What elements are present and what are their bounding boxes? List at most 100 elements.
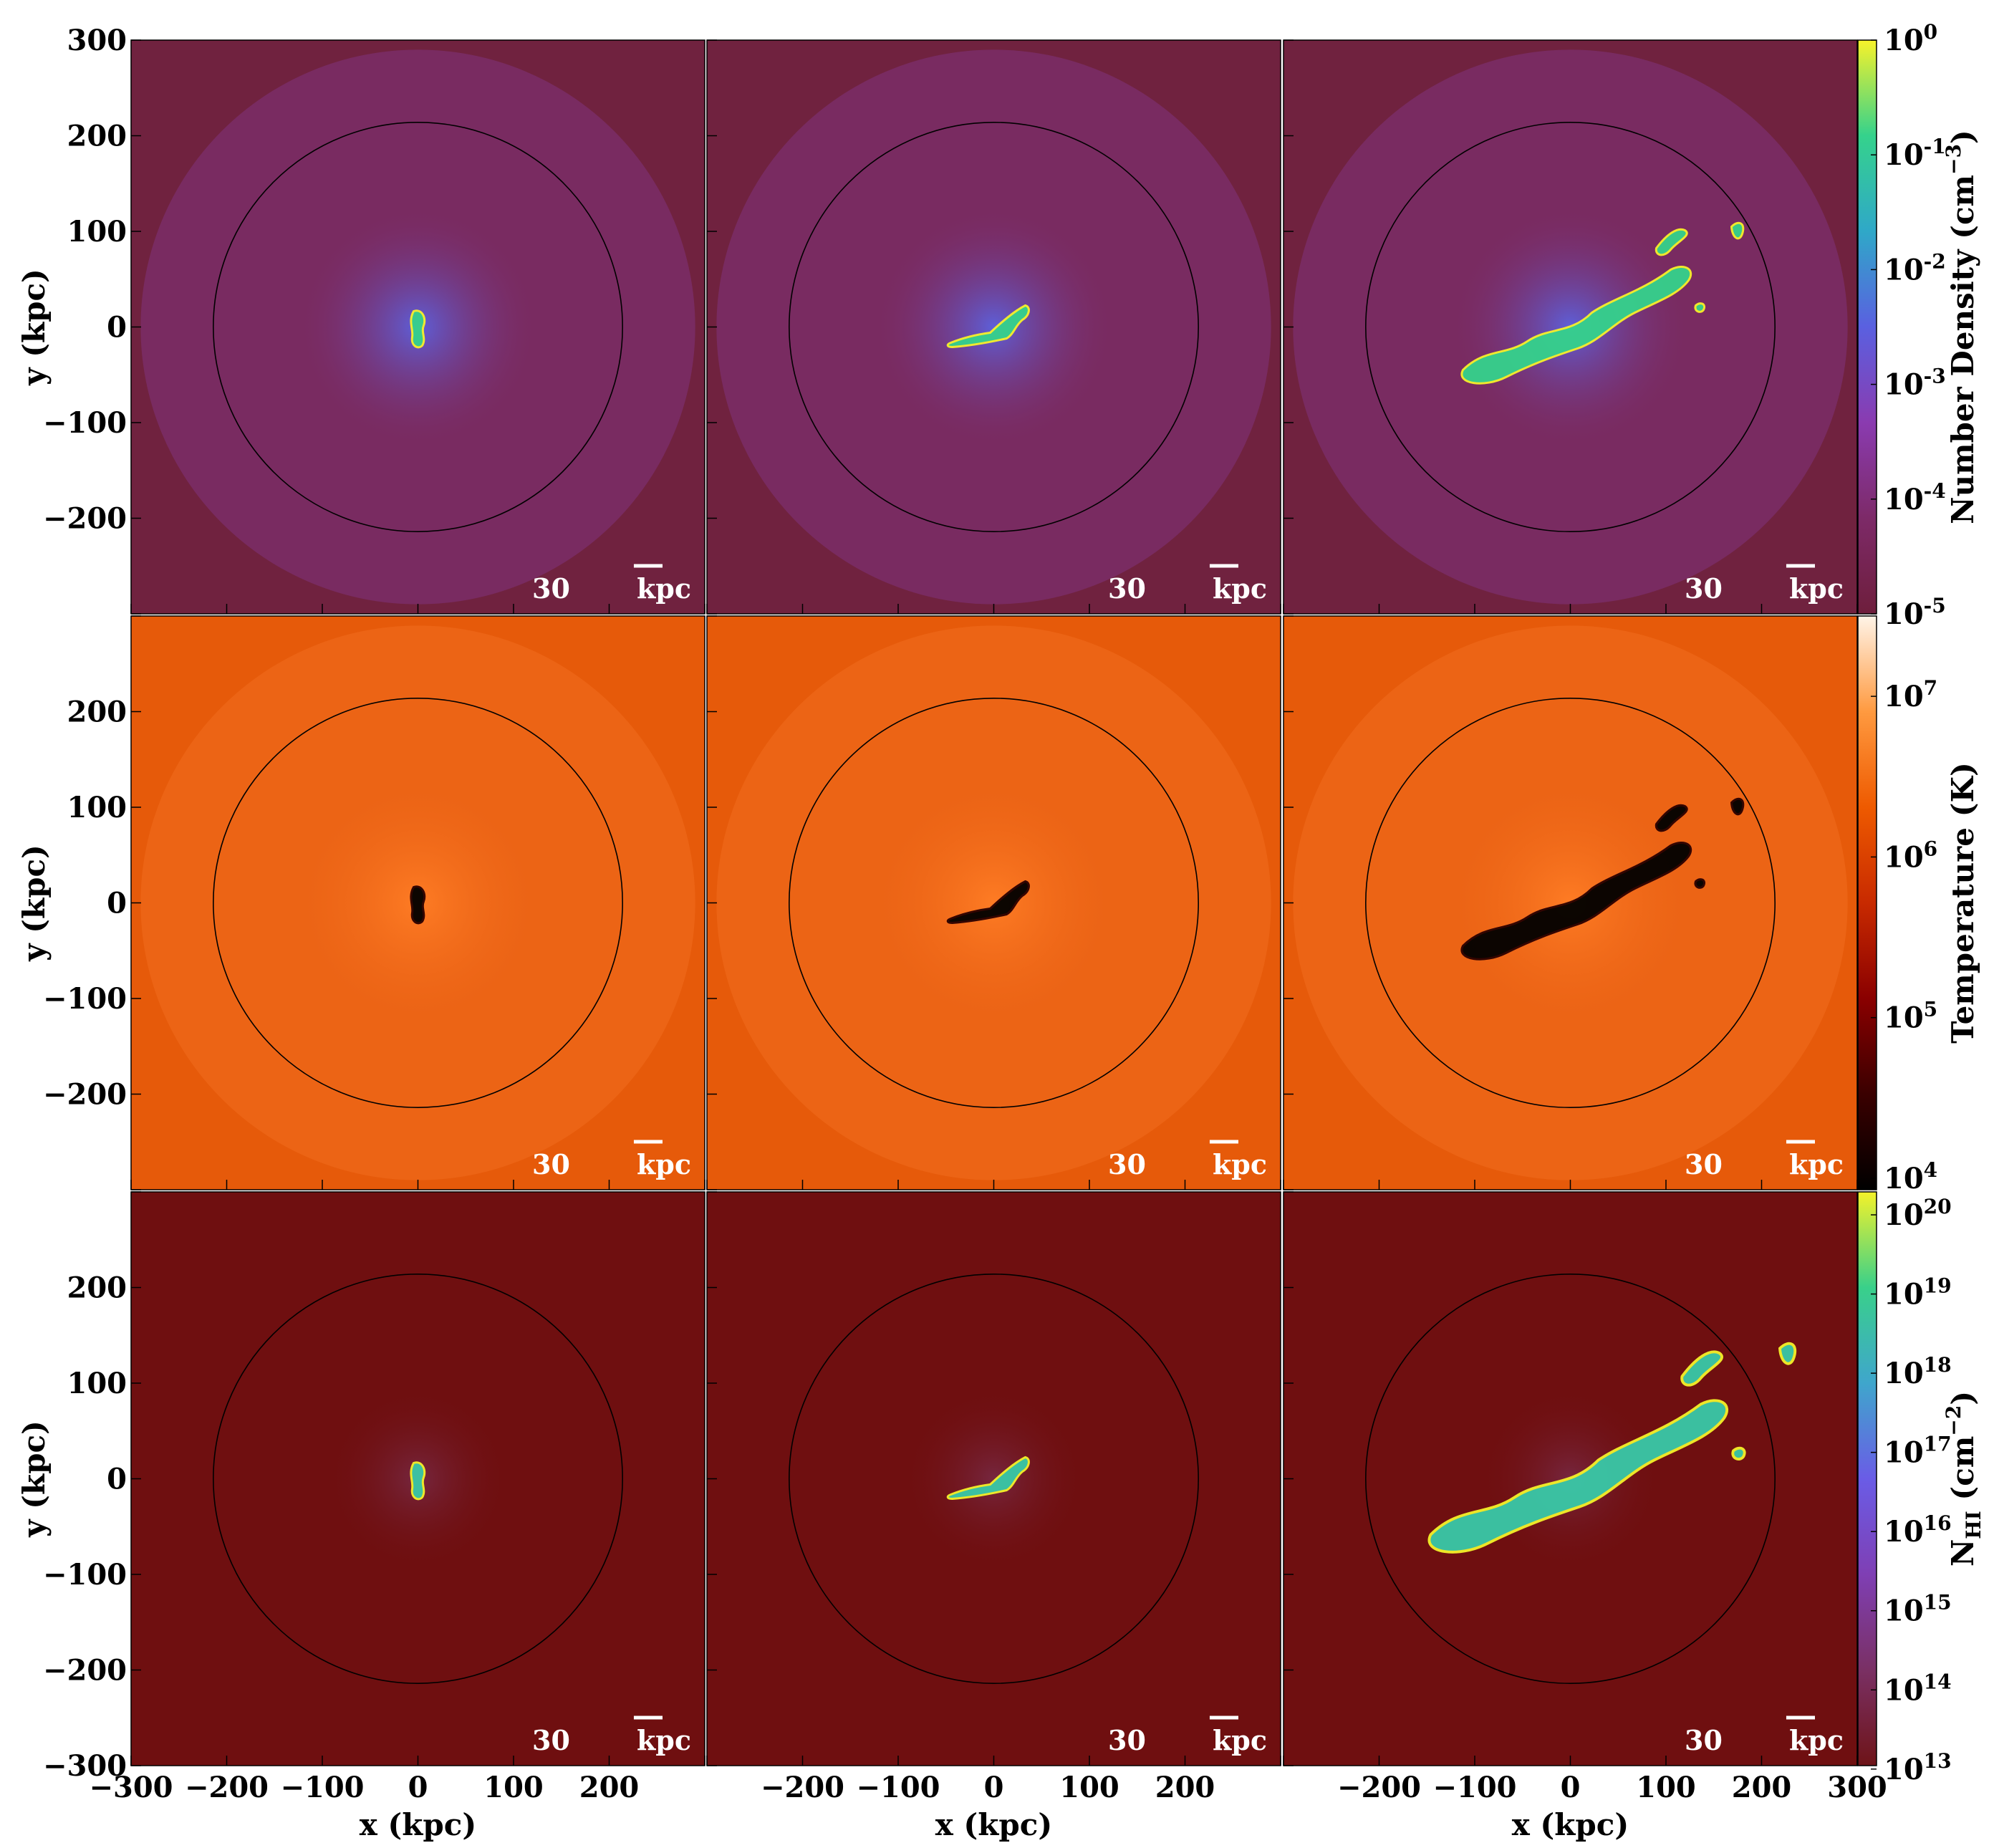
x-tick-label: −100 [280,1771,364,1804]
panel-grid: 30 kpc 30 kpc 30 kpc 30 kpc 30 kpc 30 kpc 30 kpc 30 kpc… [130,39,1858,1766]
virial-radius-circle [1365,1274,1776,1684]
y-tick-label: −100 [43,406,127,440]
cold-gas-feature [1694,302,1705,313]
colorbar-tick-label: 107 [1884,676,1937,713]
colorbars: 100 10-1 10-2 10-3 10-4 10-5 Number Density (c… [1857,20,1985,1786]
y-tick-label: 0 [107,311,127,345]
scale-bar-unit: kpc [1789,572,1844,605]
y-tick-label: 0 [107,1463,127,1496]
scale-bar-unit: kpc [1789,1148,1844,1180]
virial-radius-circle [789,122,1199,532]
colorbar-tick-label: 104 [1884,1158,1937,1195]
virial-radius-circle [789,698,1199,1108]
colorbar-tick-label: 1013 [1884,1749,1952,1786]
virial-radius-circle [213,122,623,532]
colorbar-label: Number Density (cm−3) [1942,130,1980,524]
x-tick-label: 200 [1732,1771,1792,1804]
cold-gas-feature [1730,797,1745,816]
panel-N_HI-col2: 30 kpc [1283,1191,1858,1766]
virial-radius-circle [789,1274,1199,1684]
cold-gas-feature [1680,1350,1723,1387]
core-glow [879,788,1109,1018]
scale-bar-value: 30 [1108,1724,1146,1756]
cold-gas-feature [1460,842,1692,961]
y-tick-label: −300 [43,1749,127,1783]
x-tick-label: 300 [1827,1771,1887,1804]
y-tick-label: −200 [43,1078,127,1112]
scale-bar-unit: kpc [637,1148,691,1180]
colorbar-tick-label: 10-3 [1884,365,1946,402]
scale-bar-unit: kpc [1213,1148,1267,1180]
scale-bar-unit: kpc [637,1724,691,1756]
y-tick-label: −100 [43,1558,127,1592]
panel-N_HI-col1: 30 kpc [706,1191,1281,1766]
colorbar-tick-label: 10-4 [1884,479,1946,516]
x-tick-label: −300 [89,1771,173,1804]
scale-bar-value: 30 [1108,572,1146,605]
cold-gas-feature [410,1461,426,1501]
x-tick-label: 200 [579,1771,640,1804]
panel-number_density-col1: 30 kpc [706,39,1281,615]
cold-gas-feature [410,309,426,349]
virial-radius-circle [213,698,623,1108]
x-tick-label: 100 [1636,1771,1696,1804]
colorbar-tick-label: 1015 [1884,1591,1952,1628]
panel-temperature-col1: 30 kpc [706,615,1281,1190]
cold-gas-feature [1730,221,1745,240]
x-tick-label: 0 [1561,1771,1581,1804]
x-tick-label: 200 [1155,1771,1215,1804]
y-tick-label: −100 [43,982,127,1016]
x-tick-label: −100 [1432,1771,1516,1804]
x-tick-label: −200 [1337,1771,1421,1804]
virial-radius-circle [213,1274,623,1684]
x-axis-label: x (kpc) [935,1807,1052,1842]
virial-radius-circle [1365,122,1776,532]
colorbar-tick-label: 10-5 [1884,594,1946,631]
x-axis-label: x (kpc) [1512,1807,1629,1842]
scale-bar-value: 30 [532,572,570,605]
scale-bar-value: 30 [1685,1148,1723,1180]
x-tick-label: −200 [185,1771,269,1804]
y-axis-label: y (kpc) [16,1420,52,1538]
core-glow [879,212,1109,442]
y-tick-label: 100 [67,215,127,249]
y-tick-label: 100 [67,791,127,824]
scale-bar-value: 30 [1108,1148,1146,1180]
scale-bar-unit: kpc [637,572,691,605]
x-tick-label: 0 [408,1771,428,1804]
core-glow [902,1387,1086,1571]
y-tick-label: 200 [67,120,127,153]
colorbar-temperature [1857,615,1877,1190]
colorbar-N_HI [1857,1191,1877,1766]
scale-bar-unit: kpc [1213,1724,1267,1756]
y-tick-label: 100 [67,1367,127,1400]
scale-bar-value: 30 [1685,1724,1723,1756]
colorbar-tick-label: 1017 [1884,1433,1952,1470]
scale-bar-value: 30 [532,1148,570,1180]
panel-N_HI-col0: 30 kpc [130,1191,705,1766]
panel-temperature-col0: 30 kpc [130,615,705,1190]
cold-gas-feature [1427,1399,1729,1554]
y-tick-label: 200 [67,1271,127,1305]
colorbar-label: NHI (cm−2) [1942,1391,1985,1567]
colorbar-number_density [1857,39,1877,615]
x-tick-label: −100 [856,1771,940,1804]
scale-bar-unit: kpc [1213,572,1267,605]
x-tick-label: 100 [483,1771,544,1804]
x-tick-label: −200 [761,1771,844,1804]
colorbar-tick-label: 1019 [1884,1274,1952,1312]
y-axis-label: y (kpc) [16,269,52,386]
cold-gas-feature [1778,1342,1797,1365]
panel-number_density-col2: 30 kpc [1283,39,1858,615]
y-tick-label: 200 [67,696,127,729]
scale-bar-unit: kpc [1789,1724,1844,1756]
colorbar-tick-label: 105 [1884,998,1937,1035]
y-tick-label: −200 [43,1654,127,1688]
cold-gas-feature [946,304,1030,349]
colorbar-tick-label: 1016 [1884,1511,1952,1549]
y-tick-label: −200 [43,502,127,536]
cold-gas-feature [1731,1446,1746,1460]
cold-gas-feature [1694,878,1705,889]
